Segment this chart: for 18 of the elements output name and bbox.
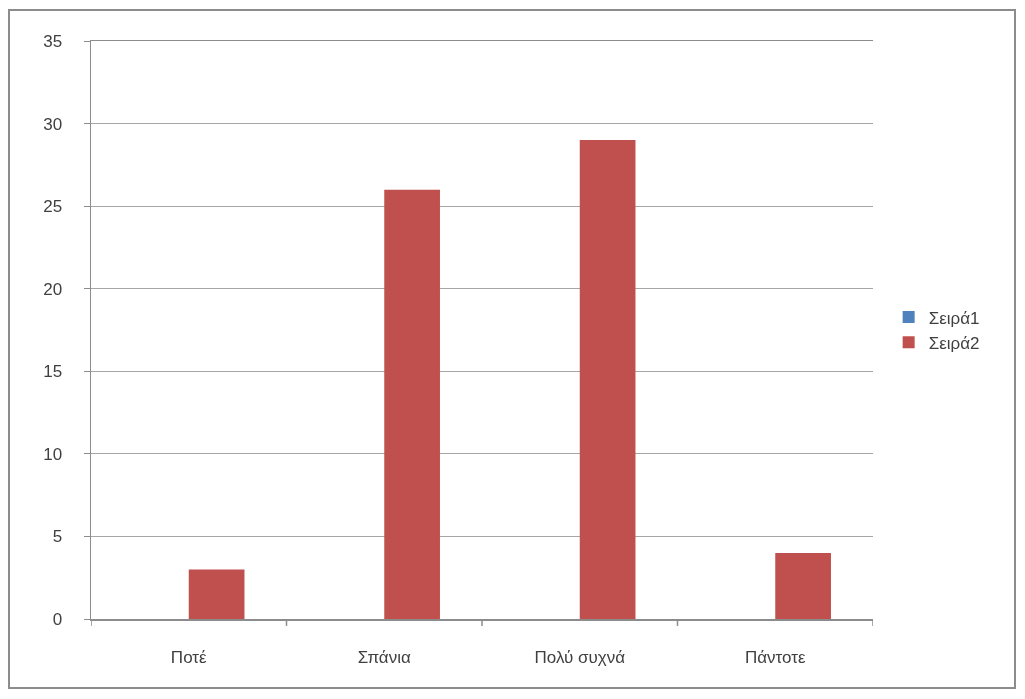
y-tick-label: 10 (43, 444, 63, 464)
legend-label: Σειρά1 (928, 308, 980, 328)
x-tick-label: Πάντοτε (744, 647, 806, 667)
bar (579, 140, 636, 619)
bar (384, 189, 440, 619)
legend-label: Σειρά2 (928, 333, 980, 353)
bar (775, 552, 831, 619)
x-tick-label: Σπάνια (357, 647, 411, 667)
bar (188, 569, 245, 619)
y-tick-label: 15 (43, 362, 63, 382)
x-tick-label: Πολύ συχνά (534, 647, 626, 667)
y-tick-label: 30 (43, 114, 63, 134)
y-tick-label: 25 (43, 197, 63, 217)
y-tick-label: 0 (52, 609, 63, 629)
y-tick-label: 35 (43, 31, 63, 51)
y-tick-label: 5 (52, 527, 63, 547)
x-tick-label: Ποτέ (170, 647, 208, 667)
y-tick-label: 20 (43, 279, 63, 299)
